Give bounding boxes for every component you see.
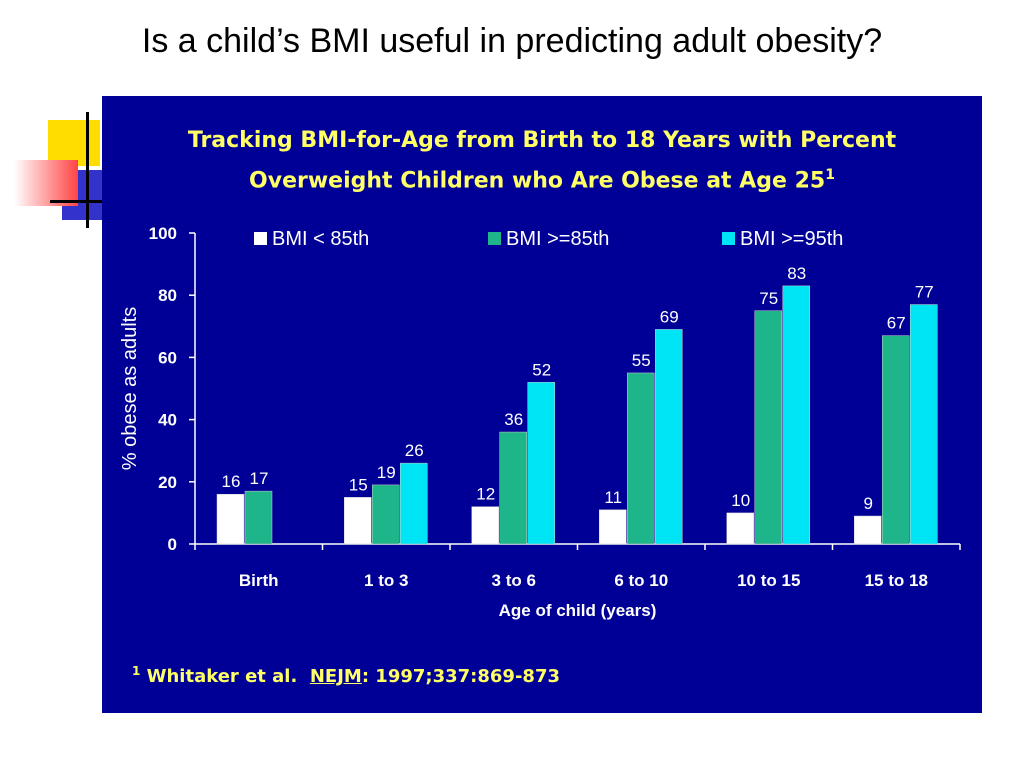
decorative-vertical-line [86,112,89,228]
bar-value-label: 17 [250,469,269,488]
bar [527,382,555,545]
legend-label: BMI < 85th [272,228,369,250]
x-tick-label: 3 to 6 [492,571,536,590]
bar [754,310,782,545]
bar-chart: 0 20 40 60 80 100 % obese as adults 16 17 Birth 15… [119,224,961,620]
x-tick-label: Birth [239,571,279,590]
decorative-red-gradient [14,160,78,206]
x-tick-label: 15 to 18 [865,571,928,590]
bar-value-label: 83 [787,264,806,283]
bar [471,506,499,545]
bar [400,462,428,545]
footnote-citation: : 1997;337:869-873 [361,666,560,687]
footnote-journal-link[interactable]: NEJM [309,666,362,687]
legend-swatch [722,232,735,245]
bar-value-label: 55 [632,351,651,370]
bar [372,484,400,545]
bar [726,512,754,545]
bar [655,329,683,545]
bar [882,335,910,545]
y-axis-label: % obese as adults [119,307,141,470]
bar-value-label: 36 [504,410,523,429]
bar [627,372,655,545]
bar-value-label: 9 [864,494,873,513]
y-tick-label: 20 [158,473,177,492]
footnote: 1 Whitaker et al. NEJM: 1997;337:869-873 [132,664,560,687]
x-tick-label: 10 to 15 [737,571,800,590]
x-tick-label: 1 to 3 [364,571,408,590]
y-tick-label: 60 [158,348,177,367]
x-tick-label: 6 to 10 [614,571,668,590]
bar-value-label: 16 [222,472,241,491]
decorative-yellow-square [48,120,100,166]
bar-value-label: 11 [604,488,622,507]
bar [910,304,938,545]
footnote-marker: 1 [132,664,141,678]
chart-title: Tracking BMI-for-Age from Birth to 18 Ye… [102,124,982,198]
y-tick-label: 0 [168,535,177,554]
bar-value-label: 69 [660,307,679,326]
bar-value-label: 10 [731,491,750,510]
y-tick-label: 40 [158,411,177,430]
bar [499,431,527,545]
legend-swatch [488,232,501,245]
decorative-horizontal-line [50,200,102,203]
bar-value-label: 15 [349,475,368,494]
legend-swatch [254,232,267,245]
bar-value-label: 12 [476,485,495,504]
chart-panel: Tracking BMI-for-Age from Birth to 18 Ye… [102,96,982,713]
bar [599,509,627,545]
y-tick-label: 80 [158,286,177,305]
bar [782,285,810,545]
bar-value-label: 19 [377,463,396,482]
chart-title-line-2: Overweight Children who Are Obese at Age… [249,168,826,194]
slide-title: Is a child’s BMI useful in predicting ad… [141,22,883,60]
bar-value-label: 67 [887,314,906,333]
bar-value-label: 26 [405,441,424,460]
legend-label: BMI >=85th [506,228,609,250]
x-axis-label: Age of child (years) [499,601,657,620]
bar [344,497,372,545]
chart-title-line-1: Tracking BMI-for-Age from Birth to 18 Ye… [187,128,897,153]
bar [244,490,273,545]
footnote-authors: Whitaker et al. [146,666,298,687]
chart-title-superscript: 1 [825,167,835,183]
y-tick-label: 100 [149,224,177,243]
bar [216,493,245,545]
bar-value-label: 52 [532,360,551,379]
bar-value-label: 77 [915,283,934,302]
bar [854,515,882,545]
bar-value-label: 75 [759,289,778,308]
legend-label: BMI >=95th [740,228,843,250]
